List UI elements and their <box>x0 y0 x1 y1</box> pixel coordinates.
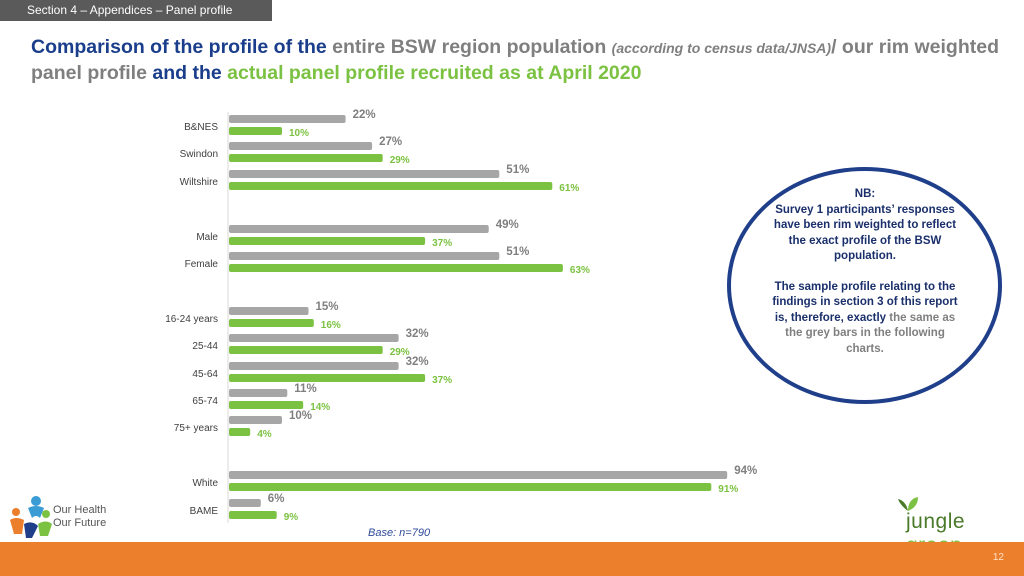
grey-bar-value-label: 94% <box>734 465 757 477</box>
green-bar <box>229 127 282 135</box>
grey-bar <box>229 225 489 233</box>
title-part-5: our rim weighted panel profile <box>31 36 1000 84</box>
category-label: 75+ years <box>174 423 218 434</box>
grey-bar <box>229 170 500 178</box>
grey-bar <box>229 362 399 370</box>
category-label: Male <box>196 232 218 243</box>
section-tab: Section 4 – Appendices – Panel profile <box>0 0 272 21</box>
green-bar-value-label: 10% <box>289 128 309 139</box>
grey-bar <box>229 252 500 260</box>
green-bar <box>229 319 314 327</box>
base-note: Base: n=790 <box>368 527 431 539</box>
grey-bar-value-label: 6% <box>268 493 285 505</box>
grey-bar <box>229 115 346 123</box>
category-label: Swindon <box>180 149 218 160</box>
green-bar <box>229 182 553 190</box>
green-bar-value-label: 14% <box>310 402 330 413</box>
green-bar-value-label: 4% <box>257 429 272 440</box>
green-bar <box>229 401 304 409</box>
grey-bar-value-label: 27% <box>379 136 402 148</box>
note-line-1: Survey 1 participants’ responses have be… <box>773 203 957 263</box>
green-bar-value-label: 16% <box>321 320 341 331</box>
grey-bar-value-label: 11% <box>294 383 316 395</box>
green-bar <box>229 483 712 491</box>
green-bar <box>229 237 426 245</box>
grey-bar-value-label: 32% <box>406 356 429 368</box>
category-label: Female <box>185 259 219 270</box>
grey-bar-value-label: 10% <box>289 410 312 422</box>
grey-bar-value-label: 32% <box>406 328 429 340</box>
grey-bar <box>229 389 288 397</box>
category-label: BAME <box>190 506 219 517</box>
note-heading: NB: <box>854 188 876 200</box>
green-bar-value-label: 37% <box>432 375 452 386</box>
category-label: 45-64 <box>192 369 218 380</box>
our-health-logo-icon <box>10 496 52 538</box>
grey-bar <box>229 499 261 507</box>
logo-right-word-1: jungle <box>906 510 966 533</box>
grey-bar <box>229 334 399 342</box>
note-line-2a: The sample profile relating to the findi… <box>772 280 958 324</box>
note-text: NB: Survey 1 participants’ responses hav… <box>768 187 962 357</box>
grey-bar-value-label: 51% <box>506 246 529 258</box>
our-health-logo-text: Our Health Our Future <box>53 504 106 530</box>
category-label: 16-24 years <box>165 314 218 325</box>
green-bar-value-label: 29% <box>390 155 410 166</box>
green-bar-value-label: 63% <box>570 265 590 276</box>
logo-left-line-2: Our Future <box>53 517 107 529</box>
green-bar-value-label: 9% <box>284 512 299 523</box>
title-part-1: Comparison of the profile of the <box>31 36 327 58</box>
grey-bar <box>229 307 309 315</box>
note-circle <box>727 167 1002 404</box>
title-part-3: (according to census data/JNSA) <box>611 40 832 56</box>
note-line-2b: the same as the grey bars in the followi… <box>785 311 956 355</box>
logo-left-line-1: Our Health <box>53 504 107 516</box>
grey-bar-value-label: 51% <box>506 164 529 176</box>
green-bar <box>229 154 383 162</box>
title-part-2: entire BSW region population <box>332 36 607 58</box>
title-part-6: and the <box>152 62 222 84</box>
bar-chart: B&NES 22% 10% Swindon 27% 29% Wiltshire 51% 61% M… <box>165 109 757 523</box>
green-bar <box>229 511 277 519</box>
green-bar <box>229 374 426 382</box>
green-bar <box>229 428 251 436</box>
green-bar <box>229 264 563 272</box>
grey-bar <box>229 471 728 479</box>
green-bar-value-label: 29% <box>390 347 410 358</box>
grey-bar-value-label: 49% <box>496 219 519 231</box>
category-label: 65-74 <box>192 396 218 407</box>
grey-bar-value-label: 15% <box>316 301 339 313</box>
green-bar-value-label: 37% <box>432 238 452 249</box>
green-bar-value-label: 61% <box>559 183 579 194</box>
category-label: B&NES <box>184 122 218 133</box>
title-part-4: / <box>831 36 837 58</box>
category-label: Wiltshire <box>180 177 219 188</box>
page-title: Comparison of the profile of the entire … <box>31 35 1011 86</box>
note-line-2: The sample profile relating to the findi… <box>768 280 962 358</box>
grey-bar <box>229 416 282 424</box>
grey-bar <box>229 142 373 150</box>
category-label: White <box>192 478 218 489</box>
page-number: 12 <box>992 552 1004 563</box>
green-bar <box>229 346 383 354</box>
jungle-green-leaf-icon <box>898 497 918 511</box>
footer-bar: 12 <box>0 542 1024 576</box>
green-bar-value-label: 91% <box>718 484 738 495</box>
title-part-7: actual panel profile recruited as at Apr… <box>227 62 642 84</box>
category-label: 25-44 <box>192 341 218 352</box>
grey-bar-value-label: 22% <box>353 109 376 121</box>
